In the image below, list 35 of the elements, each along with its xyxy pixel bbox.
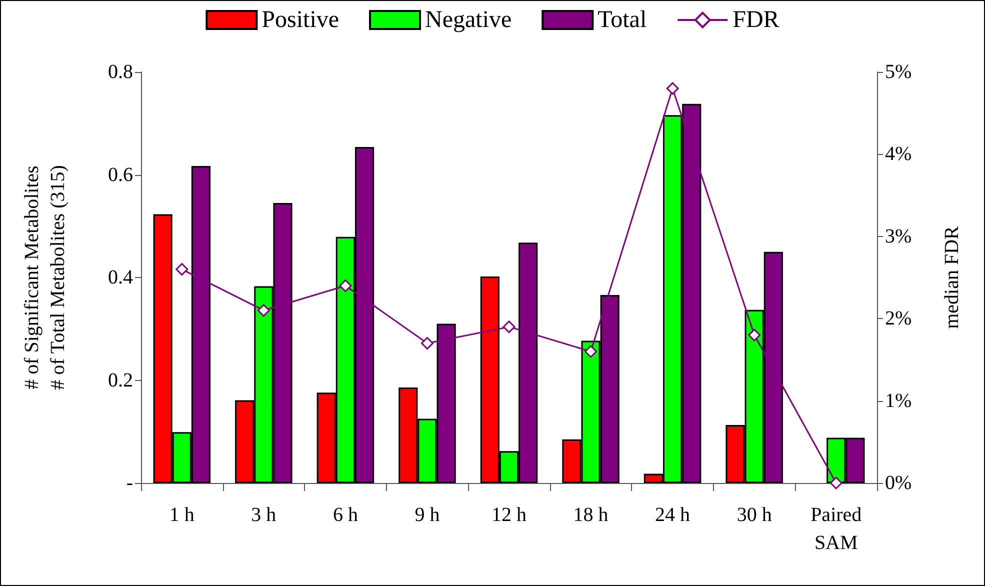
point	[830, 476, 842, 490]
x-tick-label: 6 h	[332, 504, 358, 526]
x-tick-label: 30 h	[736, 504, 772, 526]
point	[666, 82, 679, 95]
point	[502, 320, 516, 334]
y-tick-label: 0.8	[108, 61, 133, 83]
y-axis-title: # of Significant Metabolites # of Total Metabolites (315)	[21, 165, 69, 390]
point	[748, 328, 761, 342]
y2-axis-title: median FDR	[941, 225, 963, 329]
legend-label: Negative	[425, 7, 512, 33]
y-tick-label: 0.6	[108, 164, 133, 186]
point	[339, 279, 352, 292]
point	[584, 345, 598, 358]
x-tick-label: 9 h	[414, 504, 440, 526]
y-tick-label: -	[126, 472, 133, 494]
x-tick-label: 3 h	[251, 504, 276, 526]
y2-tick-label: 0%	[885, 472, 912, 494]
x-tick-label: 1 h	[169, 504, 194, 526]
point	[420, 337, 434, 350]
x-tick-label: 12 h	[492, 504, 526, 526]
y2-tick-label: 4%	[885, 143, 912, 166]
legend-label: Total	[598, 7, 647, 33]
x-tick-label: 18 h	[573, 504, 608, 526]
y2-tick-label: 1%	[885, 390, 912, 412]
y2-tick-label: 2%	[885, 308, 912, 330]
legend-label: FDR	[732, 7, 780, 33]
y-tick-label: 0.2	[108, 369, 133, 392]
x-tick-label: 24 h	[655, 504, 690, 526]
y2-tick-label: 3%	[885, 225, 912, 248]
point	[176, 263, 188, 276]
y-tick-label: 0.4	[108, 266, 133, 288]
y2-tick-label: 5%	[885, 61, 912, 83]
x-tick-label: Paired SAM	[810, 504, 862, 554]
legend-label: Positive	[262, 7, 340, 33]
point	[257, 304, 270, 317]
